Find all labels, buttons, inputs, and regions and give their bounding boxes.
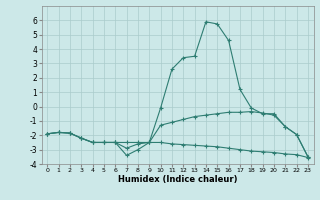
X-axis label: Humidex (Indice chaleur): Humidex (Indice chaleur) [118, 175, 237, 184]
